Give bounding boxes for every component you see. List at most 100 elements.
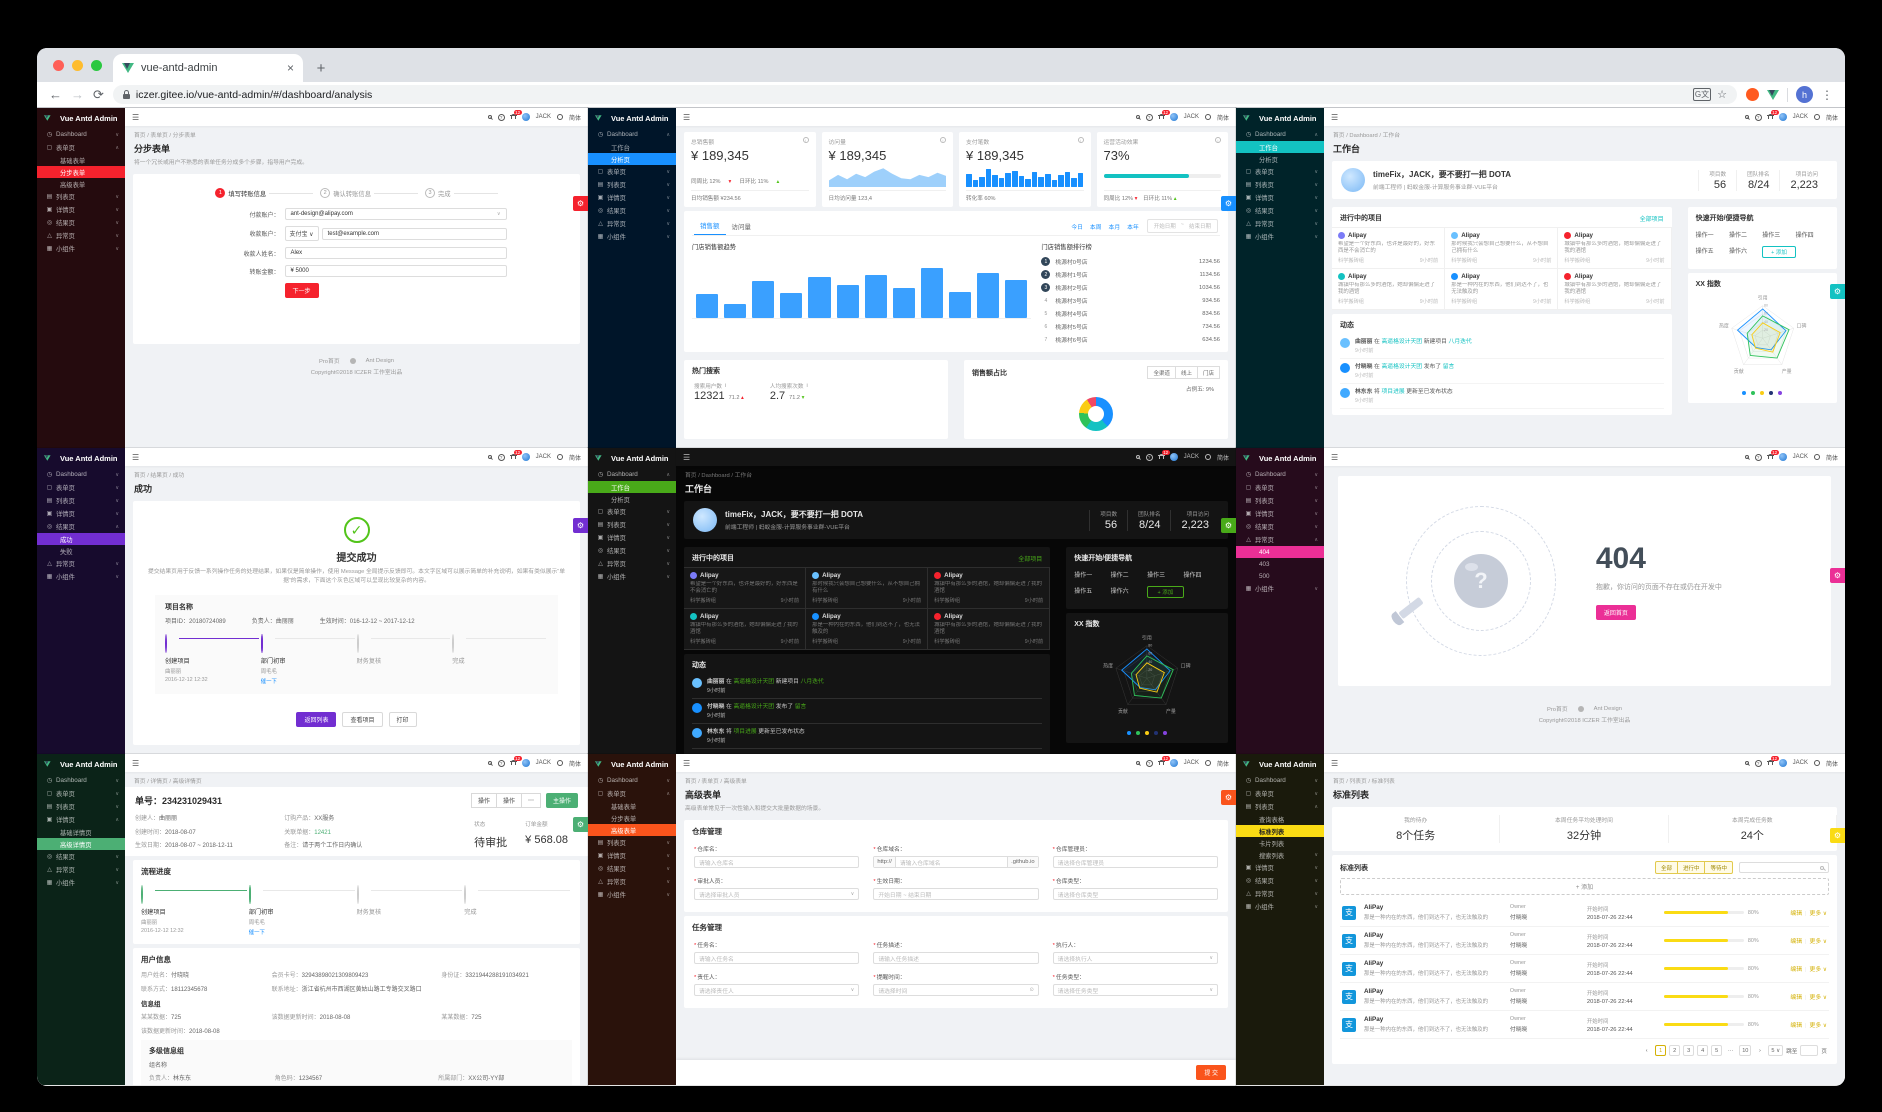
back-to-list-button[interactable]: 返回列表 xyxy=(296,711,337,727)
sidebar-item[interactable]: ▢ 表单页 ∨ xyxy=(1245,168,1318,177)
username[interactable]: JACK xyxy=(1183,454,1199,460)
sidebar-item[interactable]: 高级表单 xyxy=(60,181,86,189)
help-icon[interactable]: ? xyxy=(1754,453,1762,461)
footer-link-pro[interactable]: Pro首页 xyxy=(319,359,340,365)
project-tile[interactable]: Alipay 希望是一个好东西，也许是最好的，好东西是不会消亡的 科学搬砖组 9小… xyxy=(1332,228,1446,269)
help-icon[interactable]: ? xyxy=(1145,113,1153,121)
sidebar-item[interactable]: ▤ 列表页 ∨ xyxy=(1245,497,1318,506)
sidebar-item[interactable]: ▤ 列表页 ∨ xyxy=(597,521,670,530)
field-input[interactable]: 请选择审批人员 ∨ xyxy=(694,888,860,900)
sidebar-item[interactable]: ▤ 列表页 ∨ xyxy=(1245,181,1318,190)
sidebar-item[interactable]: △ 异常页 ∨ xyxy=(1246,220,1318,229)
sidebar-item[interactable]: ◷ Dashboard ∧ xyxy=(597,131,670,138)
sidebar-item[interactable]: 基础表单 xyxy=(611,803,637,811)
language-switch[interactable]: 简体 xyxy=(1216,115,1229,122)
user-avatar[interactable] xyxy=(1778,113,1787,121)
quick-op-link[interactable]: 操作六 xyxy=(1110,589,1129,595)
user-avatar[interactable] xyxy=(521,759,530,767)
sidebar-item[interactable]: ◷ Dashboard ∧ xyxy=(1245,131,1318,138)
more-link[interactable]: 更多 ∨ xyxy=(1809,939,1827,945)
language-switch[interactable]: 简体 xyxy=(568,761,581,768)
field-input[interactable]: ant-design@alipay.com ∨ xyxy=(284,208,507,220)
username[interactable]: JACK xyxy=(535,454,551,460)
search-icon[interactable] xyxy=(1744,115,1749,119)
page-button[interactable]: › xyxy=(1758,1047,1761,1054)
bell-icon[interactable]: 12 xyxy=(510,449,522,461)
sidebar-item[interactable]: ◎ 结果页 ∨ xyxy=(1245,207,1318,216)
project-tile[interactable]: Alipay 城镇中有那么多的酒馆，她却偏偏走进了我的酒馆 科学搬砖组 9小时前 xyxy=(1332,269,1446,310)
sidebar-item[interactable]: 分析页 xyxy=(588,153,676,165)
sidebar-item[interactable]: ▦ 小组件 ∨ xyxy=(46,879,119,888)
page-size-select[interactable]: 5 ∨ xyxy=(1768,1045,1784,1056)
collapse-menu-icon[interactable]: ☰ xyxy=(1331,452,1339,462)
add-item-button[interactable]: + 添加 xyxy=(1340,878,1829,895)
all-projects-link[interactable]: 全部项目 xyxy=(1018,556,1043,563)
project-tile[interactable]: Alipay 那是一种内在的东西，他们到达不了，也无法触及的 科学搬砖组 9小时前 xyxy=(1445,269,1559,310)
bell-icon[interactable]: 12 xyxy=(1767,449,1779,461)
username[interactable]: JACK xyxy=(535,760,551,766)
bell-icon[interactable]: 12 xyxy=(1158,109,1170,121)
quick-op-link[interactable]: 操作六 xyxy=(1728,249,1747,255)
bell-icon[interactable]: 12 xyxy=(1767,755,1779,767)
language-switch[interactable]: 简体 xyxy=(1825,455,1838,462)
sidebar-item[interactable]: 搜索列表 ∨ xyxy=(1259,852,1318,860)
print-button[interactable]: 打印 xyxy=(388,711,417,727)
sidebar-item[interactable]: ◷ Dashboard ∨ xyxy=(1245,777,1318,784)
sidebar-item[interactable]: △ 异常页 ∨ xyxy=(598,560,670,569)
quick-op-link[interactable]: 操作一 xyxy=(1695,233,1714,239)
sidebar-item[interactable]: ▣ 详情页 ∨ xyxy=(46,206,119,215)
project-tile[interactable]: Alipay 城镇中有那么多的酒馆，她却偏偏走进了我的酒馆 科学搬砖组 9小时前 xyxy=(684,609,807,650)
field-input[interactable]: ¥ 5000 xyxy=(284,265,507,277)
sidebar-item[interactable]: 分步表单 xyxy=(611,815,637,823)
footer-link-antd[interactable]: Ant Design xyxy=(365,357,394,364)
add-op-button[interactable]: + 添加 xyxy=(1147,586,1184,598)
app-logo[interactable]: Vue Antd Admin xyxy=(588,108,676,128)
user-avatar[interactable] xyxy=(1169,759,1178,767)
language-switch[interactable]: 简体 xyxy=(1216,455,1229,462)
search-icon[interactable] xyxy=(487,455,492,459)
sidebar-item[interactable]: 404 xyxy=(1236,546,1324,558)
sidebar-item[interactable]: 基础表单 xyxy=(60,157,86,165)
sidebar-item[interactable]: ▢ 表单页 ∨ xyxy=(597,508,670,517)
sidebar-item[interactable]: ◎ 结果页 ∨ xyxy=(1245,877,1318,886)
collapse-menu-icon[interactable]: ☰ xyxy=(132,452,140,462)
edit-link[interactable]: 编辑 xyxy=(1790,911,1803,917)
sidebar-item[interactable]: ◎ 结果页 ∨ xyxy=(597,547,670,556)
username[interactable]: JACK xyxy=(1183,760,1199,766)
filter-waiting-button[interactable]: 等待中 xyxy=(1704,861,1733,874)
more-actions-button[interactable]: ⋯ xyxy=(520,793,541,808)
project-tile[interactable]: Alipay 城镇中有那么多的酒馆，她却偏偏走进了我的酒馆 科学搬砖组 9小时前 xyxy=(1558,228,1672,269)
address-bar[interactable]: iczer.gitee.io/vue-antd-admin/#/dashboar… xyxy=(112,85,1737,104)
collapse-menu-icon[interactable]: ☰ xyxy=(683,112,691,122)
more-link[interactable]: 更多 ∨ xyxy=(1809,995,1827,1001)
translate-icon[interactable]: G文 xyxy=(1692,88,1712,101)
language-switch[interactable]: 简体 xyxy=(1825,115,1838,122)
theme-settings-button[interactable]: ⚙ xyxy=(573,817,588,832)
sidebar-item[interactable]: ◷ Dashboard ∨ xyxy=(1245,471,1318,478)
project-tile[interactable]: Alipay 那时候我只会想自己想要什么，从不想自己拥有什么 科学搬砖组 9小时前 xyxy=(1445,228,1559,269)
search-icon[interactable] xyxy=(487,761,492,765)
forward-button[interactable]: → xyxy=(71,87,84,102)
page-button[interactable]: ··· xyxy=(1727,1047,1734,1054)
collapse-menu-icon[interactable]: ☰ xyxy=(683,452,691,462)
sidebar-item[interactable]: △ 异常页 ∨ xyxy=(47,866,119,875)
page-button[interactable]: 2 xyxy=(1669,1045,1681,1056)
help-icon[interactable]: ? xyxy=(497,453,505,461)
add-op-button[interactable]: + 添加 xyxy=(1762,246,1796,258)
edit-link[interactable]: 编辑 xyxy=(1790,1023,1803,1029)
quick-op-link[interactable]: 操作三 xyxy=(1147,573,1166,579)
user-avatar[interactable] xyxy=(1169,453,1178,461)
sidebar-item[interactable]: 分析页 xyxy=(1259,156,1278,164)
bell-icon[interactable]: 12 xyxy=(1767,109,1779,121)
more-link[interactable]: 更多 ∨ xyxy=(1809,911,1827,917)
filter-all-button[interactable]: 全部 xyxy=(1654,861,1678,874)
sidebar-item[interactable]: ▦ 小组件 ∨ xyxy=(1245,233,1318,242)
sidebar-item[interactable]: 工作台 xyxy=(588,481,676,493)
language-switch[interactable]: 简体 xyxy=(568,455,581,462)
sidebar-item[interactable]: ▣ 详情页 ∧ xyxy=(46,816,119,825)
sidebar-item[interactable]: 高级详情页 xyxy=(37,838,125,850)
field-input[interactable]: 请输入任务描述 xyxy=(873,952,1039,964)
quick-op-link[interactable]: 操作三 xyxy=(1762,233,1781,239)
sidebar-item[interactable]: ◷ Dashboard ∨ xyxy=(46,131,119,138)
sidebar-item[interactable]: ▤ 列表页 ∨ xyxy=(597,839,670,848)
